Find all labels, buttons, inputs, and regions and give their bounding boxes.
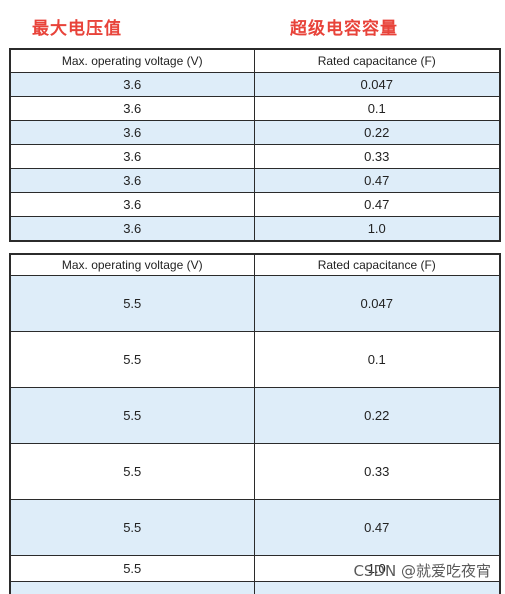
voltage-capacitance-table-5v5: Max. operating voltage (V) Rated capacit… [9, 253, 501, 594]
table-row: 5.5 0.047 [10, 276, 500, 332]
table-header-row: Max. operating voltage (V) Rated capacit… [10, 254, 500, 276]
voltage-cell: 3.6 [10, 217, 254, 242]
voltage-cell: 3.6 [10, 145, 254, 169]
table-row: 3.6 0.047 [10, 73, 500, 97]
voltage-cell: 5.5 [10, 388, 254, 444]
table-row: 3.6 0.22 [10, 121, 500, 145]
voltage-cell: 5.5 [10, 556, 254, 582]
capacitance-cell: 0.047 [254, 276, 500, 332]
capacitance-cell: 1.0 [254, 217, 500, 242]
capacitance-cell: 0.47 [254, 193, 500, 217]
capacitance-cell: 0.33 [254, 145, 500, 169]
capacitance-cell: 0.47 [254, 169, 500, 193]
capacitance-heading: 超级电容容量 [290, 14, 398, 39]
capacitance-cell: 0.047 [254, 73, 500, 97]
voltage-cell: 5.5 [10, 444, 254, 500]
table-row: 5.5 0.47 [10, 500, 500, 556]
voltage-cell: 3.6 [10, 73, 254, 97]
table-row: 3.6 1.0 [10, 217, 500, 242]
csdn-watermark: CSDN @就爱吃夜宵 [353, 560, 491, 581]
voltage-capacitance-table-3v6: Max. operating voltage (V) Rated capacit… [9, 48, 501, 242]
table-row: 3.6 0.47 [10, 169, 500, 193]
voltage-cell: 3.6 [10, 97, 254, 121]
table-row: 5.5 0.33 [10, 444, 500, 500]
capacitance-cell: 0.47 [254, 500, 500, 556]
table-header-row: Max. operating voltage (V) Rated capacit… [10, 49, 500, 73]
capacitance-cell: 0.1 [254, 332, 500, 388]
column-header-capacitance: Rated capacitance (F) [254, 254, 500, 276]
table-row: 3.6 0.1 [10, 97, 500, 121]
column-header-voltage: Max. operating voltage (V) [10, 49, 254, 73]
voltage-cell: 3.6 [10, 169, 254, 193]
capacitance-cell: 0.22 [254, 121, 500, 145]
voltage-cell: 5.5 [10, 276, 254, 332]
table-row: 5.5 0.1 [10, 332, 500, 388]
voltage-cell: 3.6 [10, 121, 254, 145]
table-row: 5.5 0.22 [10, 388, 500, 444]
table-row: 3.6 0.33 [10, 145, 500, 169]
capacitance-cell: 0.33 [254, 444, 500, 500]
max-voltage-heading: 最大电压值 [32, 14, 122, 39]
voltage-cell: 3.6 [10, 193, 254, 217]
capacitance-cell: 0.22 [254, 388, 500, 444]
column-header-voltage: Max. operating voltage (V) [10, 254, 254, 276]
table-row: 3.6 0.47 [10, 193, 500, 217]
table-row-cut-off [10, 582, 500, 594]
column-header-capacitance: Rated capacitance (F) [254, 49, 500, 73]
voltage-cell: 5.5 [10, 500, 254, 556]
voltage-cell: 5.5 [10, 332, 254, 388]
capacitance-cell: 0.1 [254, 97, 500, 121]
